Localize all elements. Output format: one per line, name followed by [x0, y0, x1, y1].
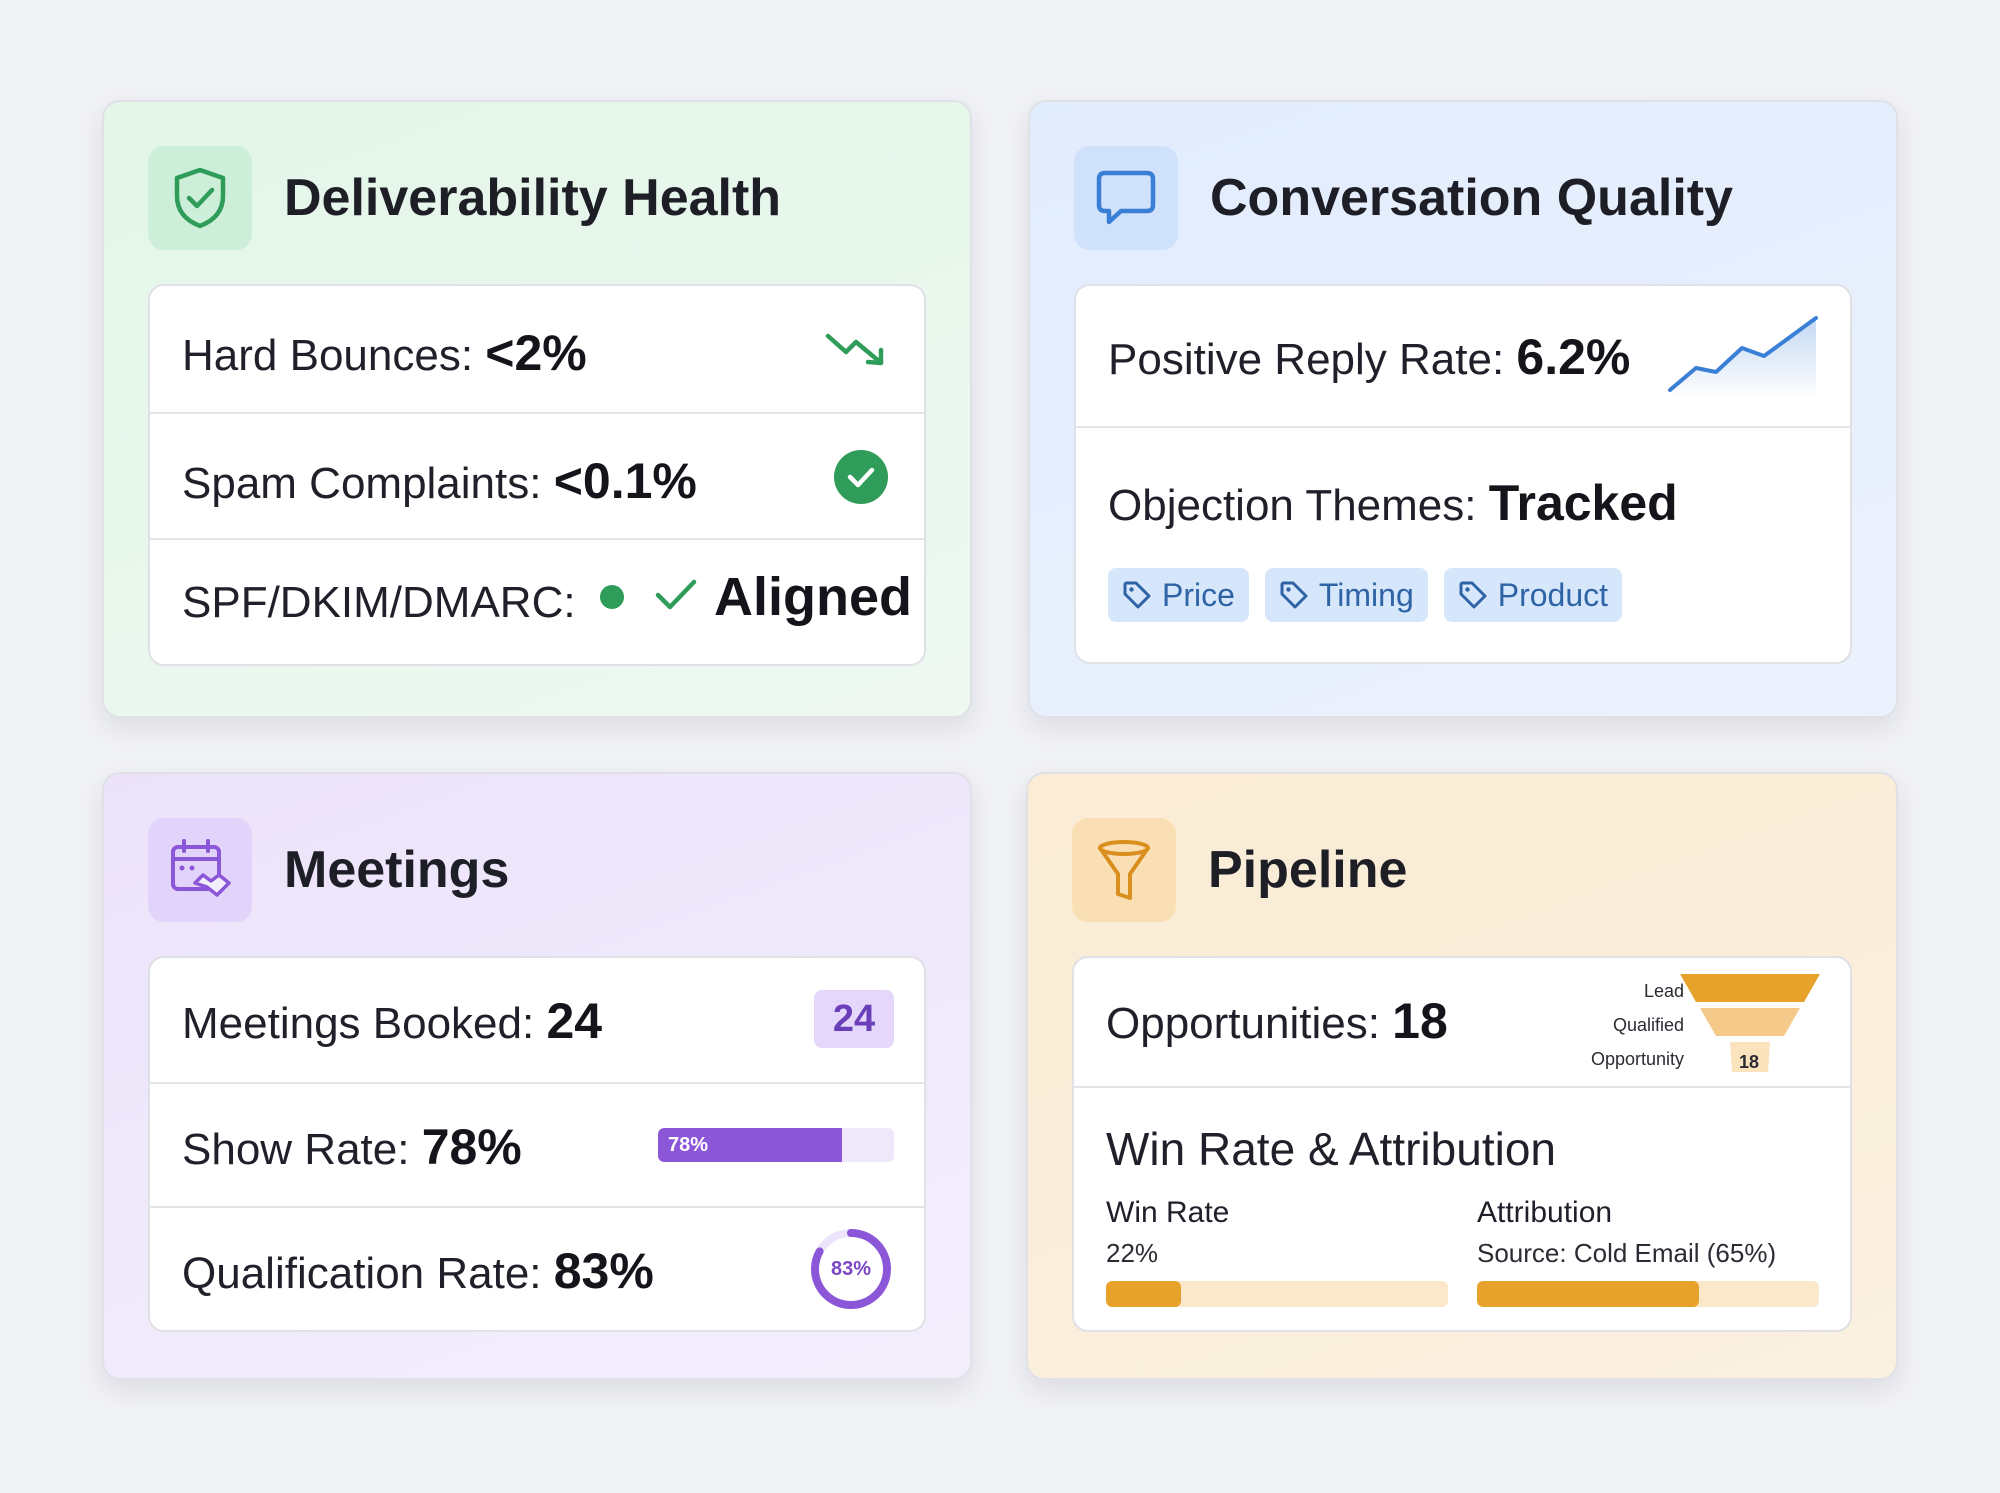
funnel-count: 18 [1738, 1051, 1760, 1072]
progress-fill: 78% [658, 1128, 843, 1162]
metric-label: Qualification Rate: [182, 1249, 554, 1298]
sparkline-up-icon [1668, 314, 1820, 399]
funnel-stage-labels: Lead Qualified Opportunity [1534, 974, 1684, 1076]
tag-icon [1459, 581, 1487, 609]
metric-value: 6.2% [1516, 329, 1631, 385]
metric-label: Positive Reply Rate: [1108, 335, 1517, 384]
qualification-ring-chart [811, 1229, 891, 1309]
trend-down-icon [824, 328, 888, 373]
positive-reply-metric: Positive Reply Rate: 6.2% [1108, 328, 1630, 386]
metric-value: 18 [1392, 993, 1448, 1049]
attribution-column: Attribution Source: Cold Email (65%) [1477, 1196, 1819, 1307]
win-rate-attribution-title: Win Rate & Attribution [1106, 1123, 1556, 1175]
funnel-stage-qualified: Qualified [1612, 1015, 1684, 1035]
spam-complaints-metric: Spam Complaints: <0.1% [182, 452, 697, 510]
positive-reply-row: Positive Reply Rate: 6.2% [1076, 286, 1850, 426]
card-title: Deliverability Health [284, 169, 782, 227]
tag-icon [1280, 581, 1308, 609]
spf-dkim-dmarc-label: SPF/DKIM/DMARC: [182, 578, 576, 627]
bar-fill [1106, 1281, 1182, 1307]
funnel-icon [1072, 818, 1176, 922]
attribution-value: Source: Cold Email (65%) [1477, 1238, 1777, 1268]
tag-label: Price [1162, 576, 1235, 613]
opportunities-row: Opportunities: 18 Lead Qualified Opportu… [1074, 958, 1850, 1086]
metric-label: Objection Themes: [1108, 481, 1489, 530]
meetings-card: Meetings Meetings Booked: 24 24 Show Rat… [102, 772, 972, 1380]
pipeline-metrics-panel: Opportunities: 18 Lead Qualified Opportu… [1072, 956, 1852, 1332]
metric-value: 78% [421, 1119, 522, 1175]
hard-bounces-row: Hard Bounces: <2% [150, 286, 924, 412]
shield-check-icon [148, 146, 252, 250]
objection-tag-list: Price Timing Product [1108, 568, 1638, 622]
card-title: Meetings [284, 841, 510, 899]
win-rate-value: 22% [1106, 1238, 1159, 1268]
opportunities-metric: Opportunities: 18 [1106, 992, 1448, 1050]
qualification-rate-row: Qualification Rate: 83% 83% [150, 1206, 924, 1330]
tag-timing[interactable]: Timing [1264, 568, 1428, 622]
metric-value: <2% [485, 325, 587, 381]
tag-label: Timing [1318, 576, 1414, 613]
funnel-stage-bar [1730, 1042, 1770, 1072]
status-dot [600, 585, 624, 609]
objection-themes-metric: Objection Themes: Tracked [1108, 474, 1678, 532]
funnel-chart [1680, 974, 1820, 1072]
win-rate-attribution-row: Win Rate & Attribution Win Rate 22% Attr… [1074, 1086, 1850, 1330]
metric-label: Meetings Booked: [182, 999, 547, 1048]
attribution-title: Attribution [1477, 1196, 1613, 1229]
tag-product[interactable]: Product [1443, 568, 1623, 622]
conversation-metrics-panel: Positive Reply Rate: 6.2% Objection Them… [1074, 284, 1852, 664]
qualification-rate-metric: Qualification Rate: 83% [182, 1242, 654, 1300]
metric-label: Hard Bounces: [182, 331, 486, 380]
metric-label: Spam Complaints: [182, 459, 554, 508]
card-header: Meetings [148, 818, 509, 922]
check-icon [654, 577, 698, 618]
auth-status: Aligned [600, 566, 912, 628]
metric-label: Opportunities: [1106, 999, 1393, 1048]
check-circle-icon [834, 450, 888, 504]
card-header: Conversation Quality [1074, 146, 1733, 250]
ring-label: 83% [830, 1257, 872, 1280]
show-rate-progress-bar: 78% [658, 1128, 894, 1162]
metric-value: <0.1% [553, 453, 697, 509]
attribution-bar [1477, 1281, 1819, 1307]
funnel-stage-lead: Lead [1643, 981, 1684, 1001]
win-rate-title: Win Rate [1106, 1196, 1230, 1229]
win-rate-bar [1106, 1281, 1448, 1307]
card-header: Pipeline [1072, 818, 1407, 922]
conversation-quality-card: Conversation Quality Positive Reply Rate… [1028, 100, 1898, 718]
hard-bounces-metric: Hard Bounces: <2% [182, 324, 587, 382]
deliverability-health-card: Deliverability Health Hard Bounces: <2% … [102, 100, 972, 718]
tag-icon [1123, 581, 1151, 609]
metric-label: Show Rate: [182, 1125, 422, 1174]
funnel-stage-bar [1680, 974, 1820, 1002]
calendar-handshake-icon [148, 818, 252, 922]
card-header: Deliverability Health [148, 146, 781, 250]
spam-complaints-row: Spam Complaints: <0.1% [150, 412, 924, 538]
show-rate-metric: Show Rate: 78% [182, 1118, 522, 1176]
card-title: Pipeline [1208, 841, 1408, 899]
bar-fill [1477, 1281, 1700, 1307]
metric-value: 24 [546, 993, 603, 1049]
deliverability-metrics-panel: Hard Bounces: <2% Spam Complaints: <0.1%… [148, 284, 926, 666]
pipeline-card: Pipeline Opportunities: 18 Lead Qualifie… [1026, 772, 1898, 1380]
metric-value: Tracked [1488, 475, 1678, 531]
spf-dkim-dmarc-row: SPF/DKIM/DMARC: Aligned [150, 538, 924, 664]
objection-themes-row: Objection Themes: Tracked Price Timing P… [1076, 426, 1850, 662]
show-rate-row: Show Rate: 78% 78% [150, 1082, 924, 1206]
count-badge: 24 [814, 990, 894, 1048]
funnel-stage-opportunity: Opportunity [1590, 1049, 1684, 1069]
funnel-stage-bar [1700, 1008, 1800, 1036]
win-rate-column: Win Rate 22% [1106, 1196, 1448, 1307]
meetings-booked-row: Meetings Booked: 24 24 [150, 958, 924, 1082]
tag-price[interactable]: Price [1108, 568, 1249, 622]
ring-progress-arc [811, 1229, 891, 1309]
meetings-metrics-panel: Meetings Booked: 24 24 Show Rate: 78% 78… [148, 956, 926, 1332]
card-title: Conversation Quality [1210, 169, 1733, 227]
tag-label: Product [1497, 576, 1609, 613]
meetings-booked-metric: Meetings Booked: 24 [182, 992, 602, 1050]
auth-status-value: Aligned [714, 567, 912, 627]
metric-value: 83% [553, 1243, 654, 1299]
chat-bubble-icon [1074, 146, 1178, 250]
